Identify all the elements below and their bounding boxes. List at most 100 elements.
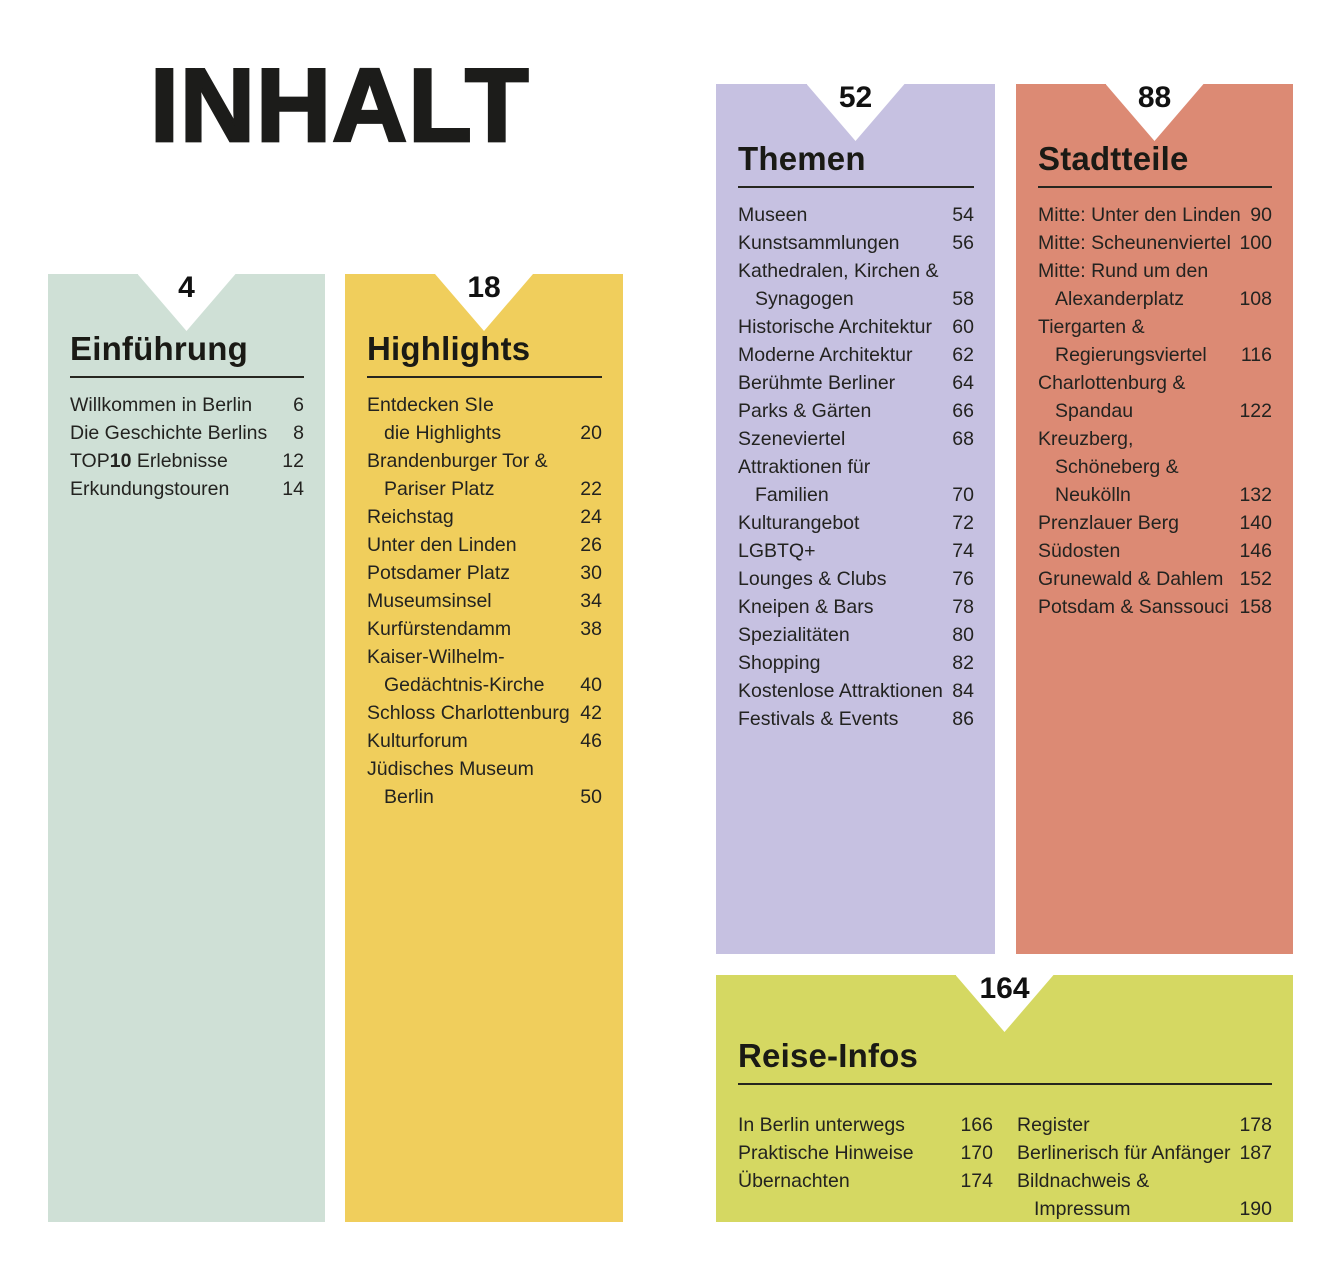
toc-entry: Bildnachweis & Impressum 190 bbox=[1017, 1167, 1272, 1223]
toc-entry-label: Historische Architektur bbox=[738, 316, 932, 338]
toc-entry-label: Museen bbox=[738, 204, 808, 226]
toc-entry-page-number: 187 bbox=[1239, 1142, 1272, 1164]
toc-entry: Reichstag 24 bbox=[367, 503, 602, 531]
toc-entry: Südosten 146 bbox=[1038, 537, 1272, 565]
toc-entry-label: Prenzlauer Berg bbox=[1038, 512, 1179, 534]
toc-entry: Übernachten 174 bbox=[738, 1167, 993, 1195]
toc-entry: Museumsinsel 34 bbox=[367, 587, 602, 615]
toc-entry-label: Berlinerisch für Anfänger bbox=[1017, 1142, 1231, 1164]
toc-entry-label: Entdecken SIe die Highlights bbox=[367, 394, 502, 444]
section-highlights: 18 Highlights Entdecken SIe die Highligh… bbox=[345, 271, 623, 1222]
divider bbox=[738, 1083, 1272, 1085]
toc-entry: Kaiser-Wilhelm- Gedächtnis-Kirche 40 bbox=[367, 643, 602, 699]
toc-entry-label: TOP10 Erlebnisse bbox=[70, 450, 228, 472]
toc-entry-label: Spezialitäten bbox=[738, 624, 850, 646]
toc-entry-label: Kostenlose Attraktionen bbox=[738, 680, 943, 702]
section-start-page: 88 bbox=[1137, 81, 1172, 114]
toc-entry-label: Südosten bbox=[1038, 540, 1121, 562]
toc-entry-label: Attraktionen für Familien bbox=[738, 456, 871, 506]
toc-list: Museen 54 Kunstsammlungen 56 Kathedralen… bbox=[738, 201, 974, 733]
toc-entry-label: Szeneviertel bbox=[738, 428, 846, 450]
toc-entry-page-number: 78 bbox=[952, 596, 974, 618]
toc-entry-page-number: 116 bbox=[1240, 344, 1272, 366]
toc-entry-page-number: 82 bbox=[952, 652, 974, 674]
page-title: INHALT bbox=[149, 48, 530, 164]
toc-entry-page-number: 100 bbox=[1239, 232, 1272, 254]
toc-entry: In Berlin unterwegs 166 bbox=[738, 1111, 993, 1139]
toc-entry-label: Tiergarten & Regierungsviertel bbox=[1038, 316, 1207, 366]
toc-entry-label: Unter den Linden bbox=[367, 534, 517, 556]
toc-entry-page-number: 158 bbox=[1239, 596, 1272, 618]
toc-entry-label: Brandenburger Tor & Pariser Platz bbox=[367, 450, 548, 500]
toc-entry-page-number: 86 bbox=[952, 708, 974, 730]
toc-entry-page-number: 60 bbox=[952, 316, 974, 338]
section-title: Einführung bbox=[70, 330, 248, 367]
toc-entry: Kulturforum 46 bbox=[367, 727, 602, 755]
toc-entry-page-number: 84 bbox=[952, 680, 974, 702]
toc-entry-page-number: 174 bbox=[960, 1170, 993, 1192]
toc-entry: Szeneviertel 68 bbox=[738, 425, 974, 453]
toc-entry-page-number: 20 bbox=[580, 422, 602, 444]
section-title: Reise-Infos bbox=[738, 1037, 919, 1074]
toc-entry-page-number: 54 bbox=[952, 204, 974, 226]
toc-entry: LGBTQ+ 74 bbox=[738, 537, 974, 565]
toc-list-right: Register 178 Berlinerisch für Anfänger 1… bbox=[1017, 1111, 1272, 1223]
toc-entry-page-number: 58 bbox=[952, 288, 974, 310]
toc-entry: Unter den Linden 26 bbox=[367, 531, 602, 559]
toc-list: Willkommen in Berlin 6 Die Geschichte Be… bbox=[70, 391, 304, 503]
toc-entry-page-number: 74 bbox=[952, 540, 974, 562]
toc-entry: TOP10 Erlebnisse 12 bbox=[70, 447, 304, 475]
toc-entry-page-number: 70 bbox=[952, 484, 974, 506]
toc-entry: Willkommen in Berlin 6 bbox=[70, 391, 304, 419]
toc-entry: Moderne Architektur 62 bbox=[738, 341, 974, 369]
toc-entry: Shopping 82 bbox=[738, 649, 974, 677]
toc-entry-page-number: 50 bbox=[580, 786, 602, 808]
toc-entry: Praktische Hinweise 170 bbox=[738, 1139, 993, 1167]
toc-entry-label: Willkommen in Berlin bbox=[70, 394, 253, 416]
toc-entry-page-number: 30 bbox=[580, 562, 602, 584]
toc-entry: Mitte: Scheunenviertel 100 bbox=[1038, 229, 1272, 257]
toc-entry-page-number: 190 bbox=[1239, 1198, 1272, 1220]
toc-entry-page-number: 152 bbox=[1239, 568, 1272, 590]
toc-entry: Tiergarten & Regierungsviertel 116 bbox=[1038, 313, 1272, 369]
section-einfuehrung: 4 Einführung Willkommen in Berlin 6 Die … bbox=[48, 271, 325, 1222]
divider bbox=[70, 376, 304, 378]
toc-entry: Kurfürstendamm 38 bbox=[367, 615, 602, 643]
toc-entry-page-number: 6 bbox=[293, 394, 304, 416]
toc-entry-label: Kreuzberg, Schöneberg & Neukölln bbox=[1038, 428, 1179, 506]
toc-entry-page-number: 46 bbox=[580, 730, 602, 752]
toc-entry-label: Kneipen & Bars bbox=[738, 596, 874, 618]
toc-entry-label: Potsdam & Sanssouci bbox=[1038, 596, 1229, 618]
toc-list-left: In Berlin unterwegs 166 Praktische Hinwe… bbox=[738, 1111, 993, 1223]
toc-entry: Berlinerisch für Anfänger 187 bbox=[1017, 1139, 1272, 1167]
toc-entry-label: Museumsinsel bbox=[367, 590, 492, 612]
section-themen: 52 Themen Museen 54 Kunstsammlungen 56 K… bbox=[716, 81, 995, 954]
toc-entry: Parks & Gärten 66 bbox=[738, 397, 974, 425]
toc-entry-page-number: 90 bbox=[1250, 204, 1272, 226]
divider bbox=[367, 376, 602, 378]
toc-entry: Erkundungstouren 14 bbox=[70, 475, 304, 503]
toc-entry-label: Übernachten bbox=[738, 1170, 850, 1192]
toc-entry-label: Berühmte Berliner bbox=[738, 372, 896, 394]
toc-entry-page-number: 40 bbox=[580, 674, 602, 696]
toc-entry-label: Erkundungstouren bbox=[70, 478, 230, 500]
toc-entry: Kostenlose Attraktionen 84 bbox=[738, 677, 974, 705]
section-title: Themen bbox=[738, 140, 866, 177]
toc-entry-label: Praktische Hinweise bbox=[738, 1142, 914, 1164]
toc-entry-page-number: 26 bbox=[580, 534, 602, 556]
toc-entry-label: Kunstsammlungen bbox=[738, 232, 900, 254]
toc-entry: Historische Architektur 60 bbox=[738, 313, 974, 341]
toc-entry: Prenzlauer Berg 140 bbox=[1038, 509, 1272, 537]
toc-entry-page-number: 108 bbox=[1239, 288, 1272, 310]
toc-entry-label: Register bbox=[1017, 1114, 1090, 1136]
toc-entry-page-number: 34 bbox=[580, 590, 602, 612]
toc-entry-label: Mitte: Unter den Linden bbox=[1038, 204, 1241, 226]
toc-entry: Potsdamer Platz 30 bbox=[367, 559, 602, 587]
toc-entry-label: Die Geschichte Berlins bbox=[70, 422, 268, 444]
toc-entry-label: Potsdamer Platz bbox=[367, 562, 511, 584]
toc-entry-page-number: 76 bbox=[952, 568, 974, 590]
toc-entry-page-number: 66 bbox=[952, 400, 974, 422]
toc-entry-page-number: 24 bbox=[580, 506, 602, 528]
divider bbox=[1038, 186, 1272, 188]
toc-entry-page-number: 170 bbox=[960, 1142, 993, 1164]
